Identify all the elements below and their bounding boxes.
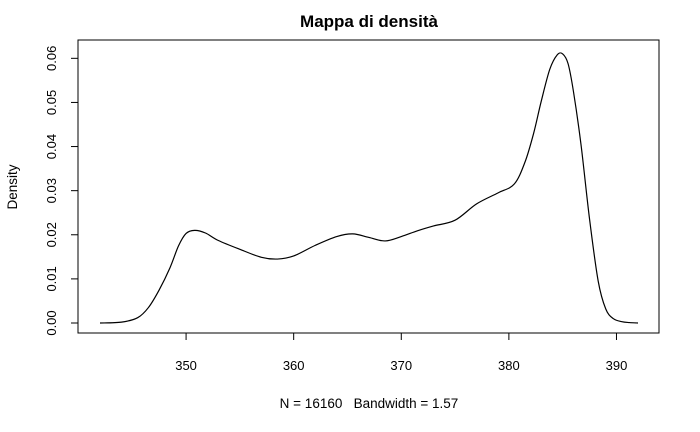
y-tick-label: 0.05 [44,90,59,115]
x-tick-label: 380 [498,358,520,373]
x-axis: 350 360 370 380 390 [175,332,628,373]
y-axis: 0.00 0.01 0.02 0.03 0.04 0.05 0.06 [44,46,79,336]
x-tick-label: 360 [283,358,305,373]
x-axis-label: N = 16160 Bandwidth = 1.57 [280,396,459,411]
y-tick-label: 0.06 [44,46,59,71]
y-tick-label: 0.03 [44,178,59,203]
y-tick-label: 0.02 [44,222,59,247]
x-tick-label: 390 [606,358,628,373]
y-axis-label: Density [5,164,20,209]
chart-title: Mappa di densità [300,12,438,31]
y-tick-label: 0.00 [44,310,59,335]
x-tick-label: 370 [390,358,412,373]
y-tick-label: 0.04 [44,134,59,159]
x-tick-label: 350 [175,358,197,373]
y-tick-label: 0.01 [44,266,59,291]
density-curve [99,52,639,324]
